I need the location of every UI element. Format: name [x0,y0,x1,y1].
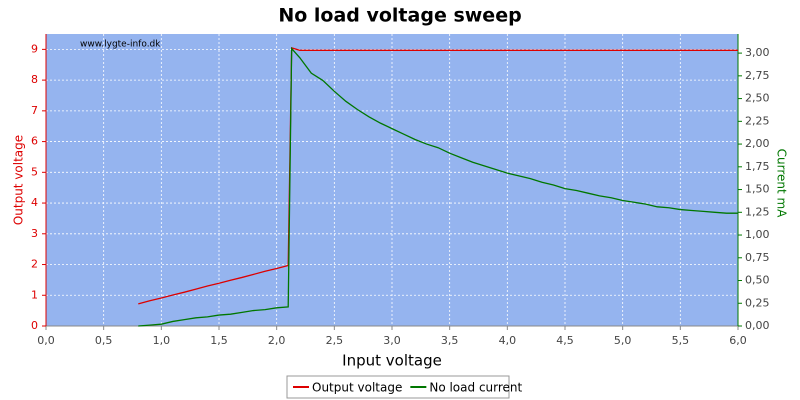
y2-tick-label: 0,75 [745,251,770,264]
x-tick-label: 4,0 [499,334,517,347]
y2-tick-label: 3,00 [745,46,770,59]
y2-tick-label: 1,00 [745,228,770,241]
x-tick-label: 3,5 [441,334,459,347]
y-tick-label: 3 [31,227,38,240]
x-tick-label: 3,0 [383,334,401,347]
y2-tick-label: 0,25 [745,296,770,309]
y2-axis-title: Current mA [775,149,789,219]
x-tick-label: 1,5 [210,334,228,347]
x-tick-label: 4,5 [556,334,574,347]
x-tick-label: 5,0 [614,334,632,347]
x-axis-title: Input voltage [342,352,442,370]
y-tick-label: 8 [31,73,38,86]
y2-tick-label: 2,25 [745,114,770,127]
x-tick-label: 1,0 [153,334,171,347]
y2-tick-label: 1,75 [745,160,770,173]
y-axis-title: Output voltage [12,135,26,225]
legend-label: Output voltage [312,381,402,395]
watermark: www.lygte-info.dk [80,40,161,50]
y-tick-label: 4 [31,196,38,209]
legend [286,375,510,399]
x-tick-label: 5,5 [672,334,690,347]
x-tick-label: 2,5 [326,334,344,347]
chart-title: No load voltage sweep [278,5,521,27]
y2-tick-label: 1,25 [745,205,770,218]
legend-label: No load current [429,381,522,395]
y-tick-label: 5 [31,165,38,178]
series-line [138,46,738,327]
x-tick-label: 0,0 [37,334,55,347]
y2-tick-label: 2,50 [745,92,770,105]
y2-tick-label: 0,00 [745,319,770,332]
y2-tick-label: 2,00 [745,137,770,150]
x-tick-label: 6,0 [729,334,747,347]
x-tick-label: 0,5 [95,334,113,347]
y-tick-label: 2 [31,258,38,271]
y-tick-label: 7 [31,104,38,117]
y2-tick-label: 1,50 [745,183,770,196]
x-tick-label: 2,0 [268,334,286,347]
y2-tick-label: 0,50 [745,274,770,287]
series-line [138,46,738,305]
y-tick-label: 1 [31,288,38,301]
y2-tick-label: 2,75 [745,69,770,82]
y-tick-label: 0 [31,319,38,332]
y-tick-label: 6 [31,135,38,148]
y-tick-label: 9 [31,42,38,55]
